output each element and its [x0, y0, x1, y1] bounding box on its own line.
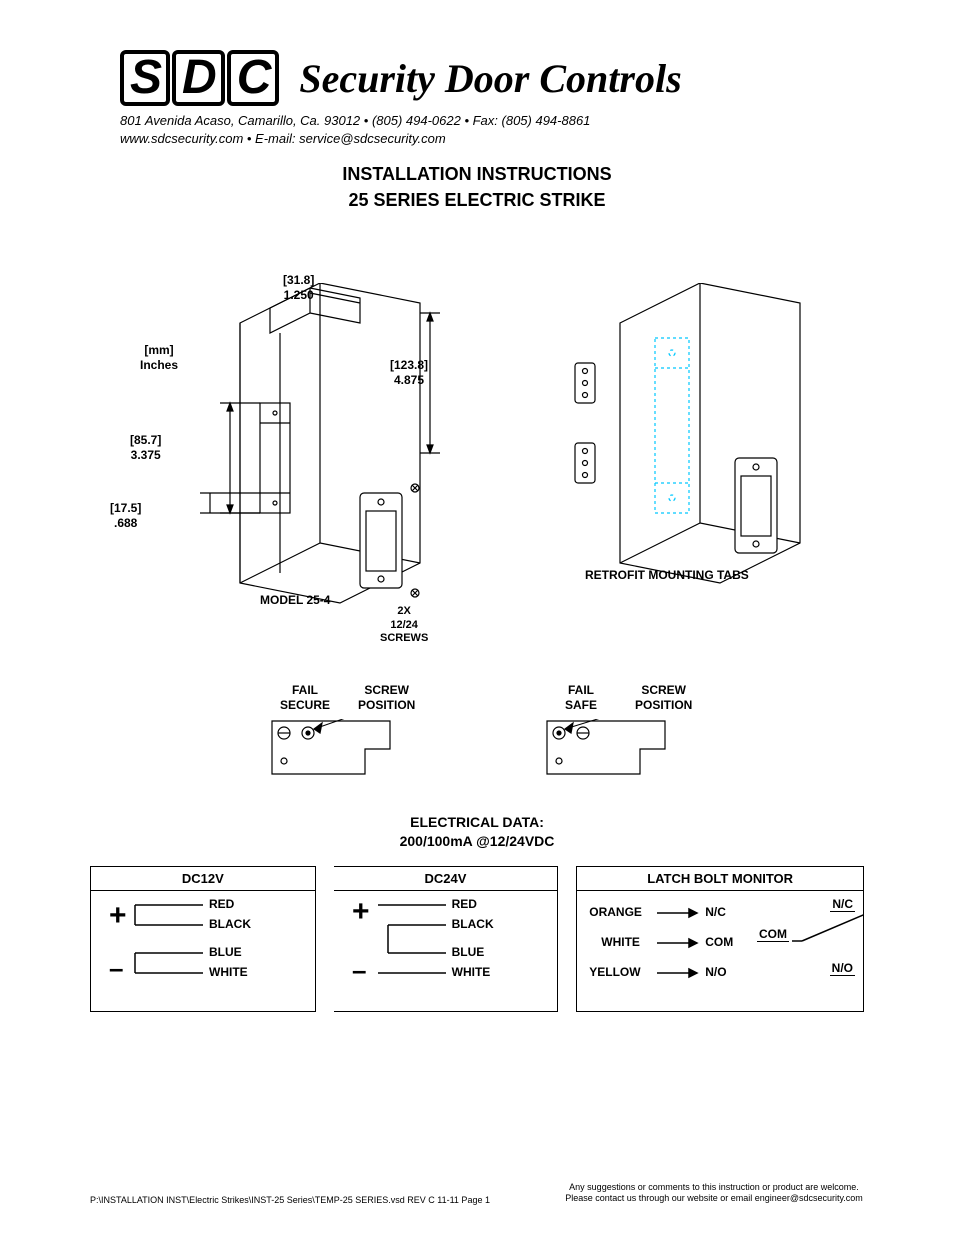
elec-title-1: ELECTRICAL DATA:	[90, 813, 864, 833]
footer: P:\INSTALLATION INST\Electric Strikes\IN…	[90, 1182, 864, 1205]
model-label: MODEL 25-4	[260, 593, 330, 608]
latch-yellow: YELLOW	[589, 965, 640, 979]
fail-row: FAILSECURE SCREWPOSITION FAILSAFE SCREWP…	[90, 683, 864, 793]
latch-no: N/O	[705, 965, 726, 979]
logo-c: C	[227, 50, 280, 106]
diagram-area: [mm]Inches [31.8]1.250 [123.8]4.875 [85.…	[90, 243, 864, 673]
sw-com: COM	[757, 927, 789, 942]
dc24-wiring: + –	[334, 891, 558, 1011]
latch-orange: ORANGE	[589, 905, 642, 919]
svg-text:+: +	[109, 899, 127, 932]
title-line2: 25 SERIES ELECTRIC STRIKE	[90, 188, 864, 213]
wire-black-12: BLACK	[209, 917, 251, 931]
retrofit-label: RETROFIT MOUNTING TABS	[585, 568, 749, 583]
fail-secure-label: FAILSECURE	[280, 683, 330, 713]
dc12-hdr: DC12V	[91, 867, 315, 891]
logo-s: S	[120, 50, 170, 106]
address-line2: www.sdcsecurity.com • E-mail: service@sd…	[120, 130, 864, 148]
latch-hdr: LATCH BOLT MONITOR	[577, 867, 863, 891]
elec-row: DC12V + – RED BLACK BLUE	[90, 866, 864, 1012]
sw-no: N/O	[830, 961, 855, 976]
svg-text:–: –	[352, 955, 366, 985]
wire-black-24: BLACK	[452, 917, 494, 931]
dc24-cell: DC24V + – RED BLACK BLUE WHITE	[334, 866, 559, 1012]
iso-left	[160, 283, 460, 613]
latch-cell: LATCH BOLT MONITOR	[576, 866, 864, 1012]
dc12-cell: DC12V + – RED BLACK BLUE	[90, 866, 316, 1012]
wire-blue-12: BLUE	[209, 945, 242, 959]
doc-title: INSTALLATION INSTRUCTIONS 25 SERIES ELEC…	[90, 162, 864, 212]
dc12-wiring: + –	[91, 891, 315, 1011]
dim-1: [31.8]1.250	[283, 273, 314, 303]
logo-mark: S D C	[120, 50, 281, 106]
latch-com: COM	[705, 935, 733, 949]
wire-white-12: WHITE	[209, 965, 248, 979]
fail-safe-label: FAILSAFE	[565, 683, 597, 713]
wire-blue-24: BLUE	[452, 945, 485, 959]
svg-text:+: +	[352, 895, 370, 928]
svg-text:–: –	[109, 953, 123, 983]
logo-row: S D C Security Door Controls	[120, 50, 864, 106]
latch-nc: N/C	[705, 905, 726, 919]
screw-pos-2: SCREWPOSITION	[635, 683, 692, 713]
latch-white: WHITE	[601, 935, 640, 949]
screws-label: 2X12/24SCREWS	[380, 605, 428, 646]
screw-pos-1: SCREWPOSITION	[358, 683, 415, 713]
dim-units: [mm]Inches	[140, 343, 178, 373]
sw-nc: N/C	[830, 897, 855, 912]
wire-red-12: RED	[209, 897, 234, 911]
elec-title-2: 200/100mA @12/24VDC	[90, 832, 864, 852]
address-line1: 801 Avenida Acaso, Camarillo, Ca. 93012 …	[120, 112, 864, 130]
fail-safe-diagram	[545, 719, 700, 789]
title-line1: INSTALLATION INSTRUCTIONS	[90, 162, 864, 187]
dc24-hdr: DC24V	[334, 867, 558, 891]
logo-d: D	[172, 50, 225, 106]
wire-white-24: WHITE	[452, 965, 491, 979]
footer-note: Any suggestions or comments to this inst…	[564, 1182, 864, 1205]
fail-secure-diagram	[270, 719, 425, 789]
dim-2: [123.8]4.875	[390, 358, 428, 388]
footer-path: P:\INSTALLATION INST\Electric Strikes\IN…	[90, 1195, 490, 1205]
iso-right	[520, 283, 840, 603]
dim-3: [85.7]3.375	[130, 433, 161, 463]
dim-4: [17.5].688	[110, 501, 141, 531]
elec-title: ELECTRICAL DATA: 200/100mA @12/24VDC	[90, 813, 864, 852]
wire-red-24: RED	[452, 897, 477, 911]
logo-text: Security Door Controls	[299, 55, 681, 102]
